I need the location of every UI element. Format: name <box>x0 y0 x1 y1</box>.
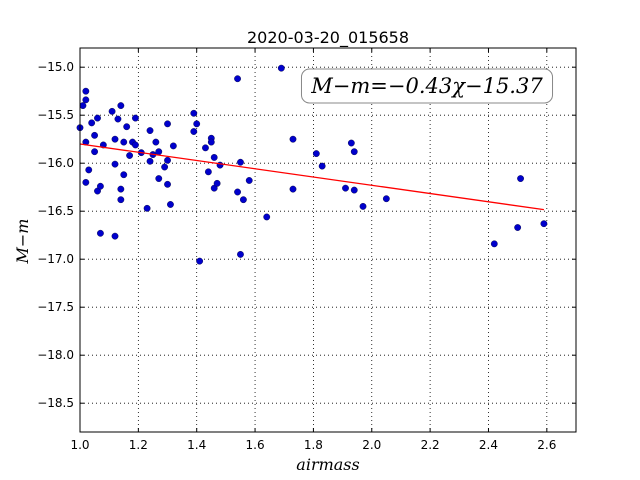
data-point <box>514 224 522 231</box>
data-point <box>318 162 326 170</box>
data-point <box>234 75 241 83</box>
y-tick-label: −15.0 <box>37 60 74 74</box>
x-axis-label: airmass <box>296 455 359 474</box>
y-tick-label: −17.0 <box>37 252 74 266</box>
x-tick-label: 1.2 <box>129 438 148 452</box>
data-point <box>155 148 163 156</box>
data-point <box>289 135 297 143</box>
x-tick-label: 1.0 <box>70 438 89 452</box>
data-point <box>108 107 116 115</box>
data-point <box>91 148 98 156</box>
fit-equation-frame <box>300 68 554 104</box>
data-point <box>234 188 241 196</box>
data-point <box>277 64 285 72</box>
x-tick-label: 2.2 <box>421 438 440 452</box>
data-point <box>155 175 163 182</box>
data-point <box>85 166 93 174</box>
x-tick-label: 1.6 <box>246 438 265 452</box>
data-point <box>342 184 349 192</box>
x-tick-label: 1.8 <box>304 438 323 452</box>
data-point <box>132 114 139 122</box>
data-point <box>161 163 169 171</box>
data-point <box>289 185 297 193</box>
data-point <box>204 168 212 176</box>
data-point <box>239 196 247 204</box>
data-point <box>312 150 320 158</box>
data-point <box>359 202 367 210</box>
data-point <box>97 182 104 190</box>
data-point <box>123 123 131 131</box>
data-point <box>164 180 171 188</box>
data-point <box>126 152 134 159</box>
y-tick-label: −15.5 <box>37 108 74 122</box>
data-point <box>263 213 271 221</box>
axis-ticks: 1.0 1.2 1.4 1.6 1.8 2.0 2.2 2.4 2.6 −15.0 −15.5 −16… <box>37 48 576 452</box>
data-point <box>540 220 548 228</box>
data-point <box>111 160 119 168</box>
data-point <box>245 177 253 184</box>
data-point <box>88 119 96 127</box>
data-point <box>193 120 201 128</box>
data-point <box>196 257 204 265</box>
x-tick-label: 2.6 <box>537 438 556 452</box>
x-tick-label: 2.4 <box>479 438 498 452</box>
data-point <box>350 148 358 156</box>
data-point <box>210 154 218 161</box>
data-point <box>82 178 90 186</box>
x-tick-label: 2.0 <box>362 438 381 452</box>
data-point <box>190 128 198 135</box>
data-point <box>94 114 101 122</box>
data-point <box>82 87 90 95</box>
data-point <box>120 138 128 146</box>
data-point <box>82 96 90 104</box>
data-point <box>120 171 128 179</box>
data-point <box>79 102 87 110</box>
y-axis-label: M−m <box>13 219 32 265</box>
data-point <box>117 196 125 204</box>
fit-equation-text: M−m=−0.43χ−15.37 <box>310 74 543 98</box>
data-point <box>237 250 244 258</box>
y-tick-label: −16.0 <box>37 156 74 170</box>
grid <box>80 48 576 432</box>
y-tick-label: −17.5 <box>37 300 74 314</box>
data-point <box>202 144 209 152</box>
data-point <box>132 141 139 149</box>
data-point <box>117 185 125 193</box>
data-point <box>190 109 198 117</box>
data-point <box>146 127 154 134</box>
data-points <box>76 64 548 265</box>
data-point <box>167 201 174 208</box>
plot-area-frame <box>79 47 577 433</box>
x-tick-label: 1.4 <box>187 438 206 452</box>
data-point <box>111 232 119 240</box>
y-tick-label: −16.5 <box>37 204 74 218</box>
data-point <box>143 204 151 212</box>
data-point <box>382 195 390 203</box>
chart-title: 2020-03-20_015658 <box>247 28 409 48</box>
data-point <box>350 186 358 194</box>
data-point <box>152 138 160 146</box>
y-tick-label: −18.5 <box>37 396 74 410</box>
data-point <box>347 139 355 147</box>
data-point <box>164 156 171 164</box>
data-point <box>117 102 125 110</box>
data-point <box>146 157 154 165</box>
data-point <box>207 138 215 146</box>
data-point <box>490 240 498 248</box>
fit-line-group <box>79 143 544 211</box>
data-point <box>169 142 177 150</box>
data-point <box>91 131 98 139</box>
data-point <box>111 135 119 143</box>
data-point <box>114 115 122 123</box>
fit-equation-box: M−m=−0.43χ−15.37 <box>300 68 554 104</box>
fit-line <box>79 143 544 211</box>
data-point <box>237 158 244 166</box>
data-point <box>517 175 524 182</box>
data-point <box>97 229 104 237</box>
data-point <box>164 120 171 128</box>
y-tick-label: −18.0 <box>37 348 74 362</box>
data-point <box>213 179 221 187</box>
